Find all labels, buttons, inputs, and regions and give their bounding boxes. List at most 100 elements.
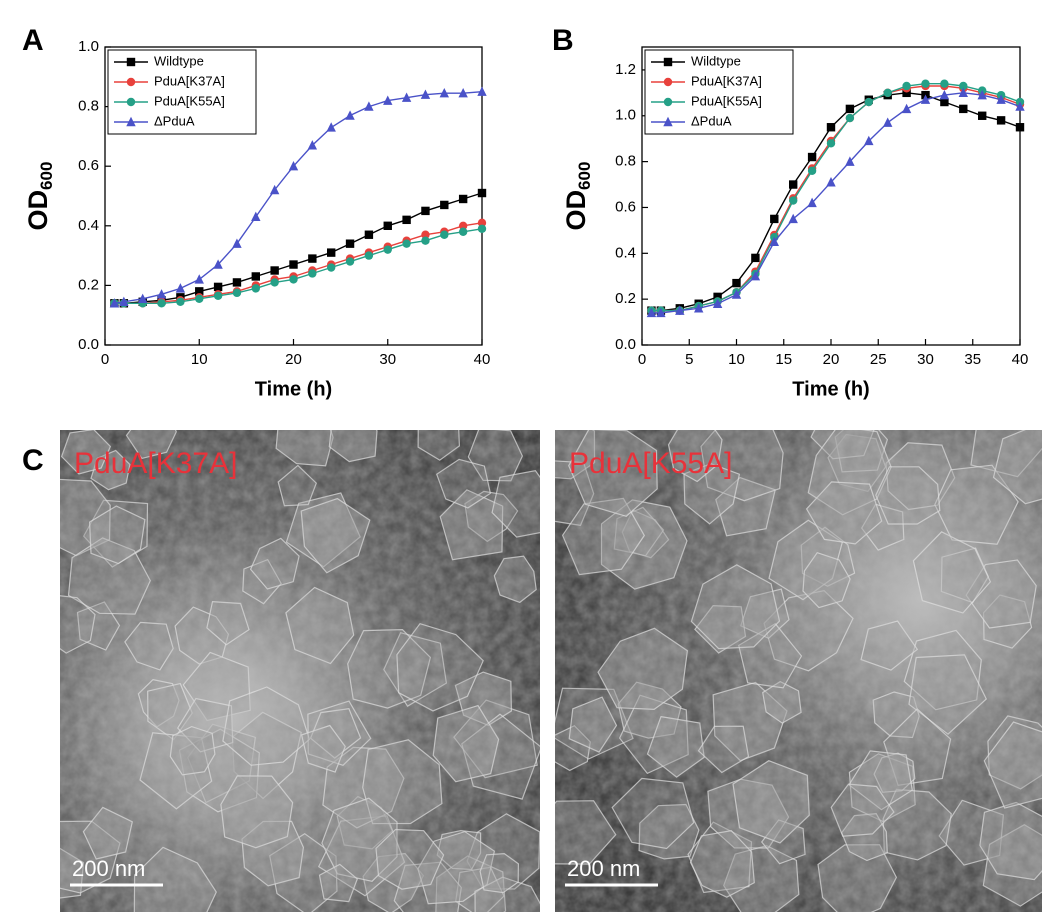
data-marker — [694, 303, 704, 313]
data-marker — [788, 213, 798, 224]
data-marker — [213, 282, 223, 292]
y-tick-label: 0.2 — [615, 290, 636, 307]
data-marker — [769, 236, 779, 247]
legend-marker — [663, 77, 673, 87]
data-marker — [458, 87, 468, 98]
legend-marker — [126, 57, 136, 67]
data-marker — [109, 298, 120, 308]
legend-marker — [663, 57, 673, 67]
legend-label: PduA[K37A] — [154, 73, 225, 88]
data-marker — [269, 184, 280, 195]
data-marker — [458, 194, 468, 204]
data-marker — [731, 289, 742, 299]
legend-marker — [663, 116, 673, 127]
data-marker — [327, 248, 336, 257]
data-marker — [477, 188, 487, 198]
data-marker — [420, 89, 431, 99]
x-axis-title: Time (h) — [792, 378, 869, 400]
x-tick-label: 20 — [823, 351, 840, 368]
legend-marker — [663, 97, 673, 107]
data-marker — [232, 278, 242, 287]
data-marker — [940, 79, 949, 88]
legend: Wildtype PduA[K37A] PduA[K55A] ΔPduA — [107, 49, 257, 135]
panel-label: B — [552, 24, 574, 57]
chart: A 0.0 0.2 0.4 0.6 0.8 1.0 0 10 20 30 40 Time (h) OD60… — [22, 24, 490, 400]
y-axis-title-main: OD — [561, 190, 591, 231]
data-marker — [402, 215, 411, 225]
data-marker — [213, 259, 223, 269]
y-tick-label: 0.4 — [615, 244, 636, 261]
data-marker — [845, 104, 855, 114]
data-marker — [646, 307, 657, 318]
legend-label: PduA[K55A] — [154, 93, 225, 108]
data-marker — [675, 305, 685, 315]
x-tick-label: 10 — [191, 351, 208, 368]
x-tick-label: 10 — [728, 351, 745, 368]
data-marker — [959, 104, 968, 114]
x-tick-label: 25 — [870, 351, 887, 368]
x-tick-label: 15 — [775, 351, 792, 368]
data-marker — [807, 166, 817, 175]
data-marker — [845, 113, 855, 123]
data-marker — [194, 274, 204, 284]
data-marker — [251, 284, 260, 293]
legend-label: ΔPduA — [154, 113, 195, 128]
x-tick-label: 30 — [379, 351, 396, 368]
micrograph: PduA[K55A] — [555, 430, 1042, 912]
data-marker — [656, 307, 666, 318]
x-tick-label: 40 — [1012, 351, 1029, 368]
data-marker — [327, 263, 336, 272]
image-label: PduA[K37A] — [74, 447, 237, 480]
x-tick-label: 30 — [917, 351, 934, 368]
data-marker — [439, 87, 449, 98]
data-marker — [440, 230, 449, 239]
data-marker — [826, 177, 836, 187]
grain — [555, 430, 1042, 912]
data-marker — [402, 239, 411, 248]
data-marker — [770, 214, 779, 224]
data-marker — [421, 206, 430, 216]
y-tick-label: 0.6 — [615, 198, 636, 215]
data-marker — [175, 283, 186, 293]
scale-bar-label: 200 nm — [72, 856, 145, 881]
x-tick-label: 5 — [685, 351, 693, 368]
data-marker — [345, 110, 355, 120]
data-marker — [826, 123, 836, 132]
data-marker — [750, 271, 761, 281]
y-tick-label: 0.8 — [615, 153, 636, 170]
data-marker — [940, 97, 949, 107]
y-tick-label: 0.0 — [78, 336, 99, 353]
data-marker — [807, 197, 817, 208]
data-marker — [789, 180, 798, 189]
data-marker — [939, 89, 950, 100]
panel-label: C — [22, 444, 44, 477]
data-marker — [477, 86, 487, 96]
legend-label: Wildtype — [154, 53, 204, 68]
data-marker — [288, 161, 299, 171]
data-marker — [289, 260, 298, 269]
y-axis-title: OD600 — [561, 162, 594, 231]
data-marker — [232, 238, 242, 248]
data-marker — [383, 95, 393, 105]
data-marker — [289, 275, 298, 284]
y-tick-label: 0.6 — [78, 157, 99, 174]
data-marker — [326, 122, 336, 132]
data-marker — [307, 140, 318, 150]
data-marker — [996, 94, 1006, 104]
data-marker — [308, 269, 317, 278]
y-tick-label: 1.0 — [615, 107, 636, 124]
grain — [60, 430, 540, 912]
legend-label: PduA[K55A] — [691, 93, 762, 108]
data-marker — [902, 81, 911, 91]
data-marker — [364, 230, 374, 239]
data-marker — [1015, 101, 1025, 111]
data-marker — [270, 266, 279, 275]
data-marker — [977, 89, 987, 100]
data-marker — [421, 230, 430, 239]
y-tick-label: 0.4 — [78, 217, 99, 234]
data-marker — [157, 299, 166, 308]
data-marker — [156, 289, 167, 299]
y-axis-title-subscript: 600 — [575, 162, 594, 190]
